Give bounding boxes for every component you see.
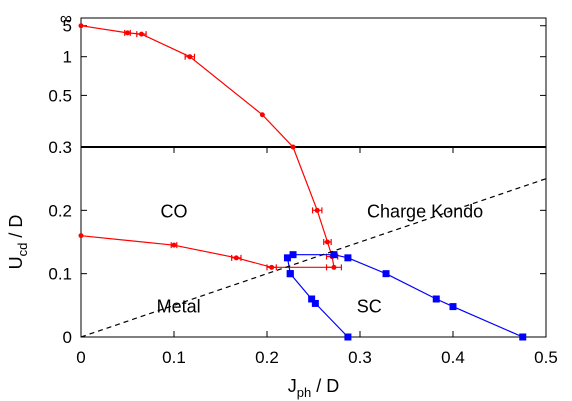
data-point: [78, 23, 84, 29]
series-line: [80, 25, 335, 268]
y-tick-label: 0.3: [48, 138, 72, 157]
data-point: [187, 54, 193, 60]
tick-labels: 0 0.1 0.2 0.3 0.4 0.5 0 0.1 0.2 0.3 0.5 1 5∞: [48, 9, 557, 367]
x-axis-title: Jph / D: [288, 376, 339, 400]
y-tick-label: 5: [63, 17, 72, 36]
y-tick-label: 0.2: [48, 201, 72, 220]
data-point: [289, 251, 297, 259]
axis-ticks: [80, 17, 547, 338]
data-point: [382, 270, 390, 278]
data-point: [308, 295, 316, 303]
data-point: [449, 303, 457, 311]
data-point: [519, 333, 527, 341]
x-tick-label: 0.4: [441, 348, 465, 367]
x-tick-label: 0.2: [255, 348, 279, 367]
data-point: [78, 233, 84, 239]
data-point: [311, 299, 319, 307]
data-point: [286, 270, 294, 278]
data-point: [314, 207, 320, 213]
data-point: [344, 254, 352, 262]
data-point: [324, 239, 330, 245]
series-1: [283, 251, 527, 341]
x-tick-label: 0.5: [534, 348, 558, 367]
data-point: [269, 264, 275, 270]
region-labels: CO Charge Kondo Metal SC: [157, 201, 484, 316]
x-tick-label: 0.1: [162, 348, 186, 367]
data-point: [125, 30, 130, 36]
data-point: [283, 254, 291, 262]
x-tick-label: 0.3: [348, 348, 372, 367]
region-label: Metal: [157, 296, 201, 316]
region-label: Charge Kondo: [367, 201, 483, 221]
data-point: [290, 144, 296, 150]
series-line: [80, 178, 547, 338]
data-point: [171, 242, 177, 248]
series-0: [78, 23, 342, 271]
lower-panel-frame: [80, 146, 547, 338]
data-series: [78, 23, 547, 341]
y-tick-label: ∞: [60, 9, 72, 28]
region-label: SC: [357, 296, 382, 316]
data-point: [432, 295, 440, 303]
data-point: [233, 255, 239, 261]
y-tick-label: 0: [63, 328, 72, 347]
y-axis-title: Ucd / D: [6, 215, 30, 270]
y-tick-label: 0.1: [48, 265, 72, 284]
series-line: [289, 273, 349, 338]
series-2: [286, 270, 352, 341]
data-point: [259, 112, 265, 118]
y-tick-label: 1: [63, 48, 72, 67]
series-3: [80, 178, 547, 338]
data-point: [344, 333, 352, 341]
x-tick-label: 0: [76, 348, 85, 367]
data-point: [138, 31, 144, 37]
y-tick-label: 0.5: [48, 86, 72, 105]
region-label: CO: [161, 201, 188, 221]
upper-panel-frame: [80, 17, 547, 148]
data-point: [330, 251, 338, 259]
data-point: [331, 264, 337, 270]
